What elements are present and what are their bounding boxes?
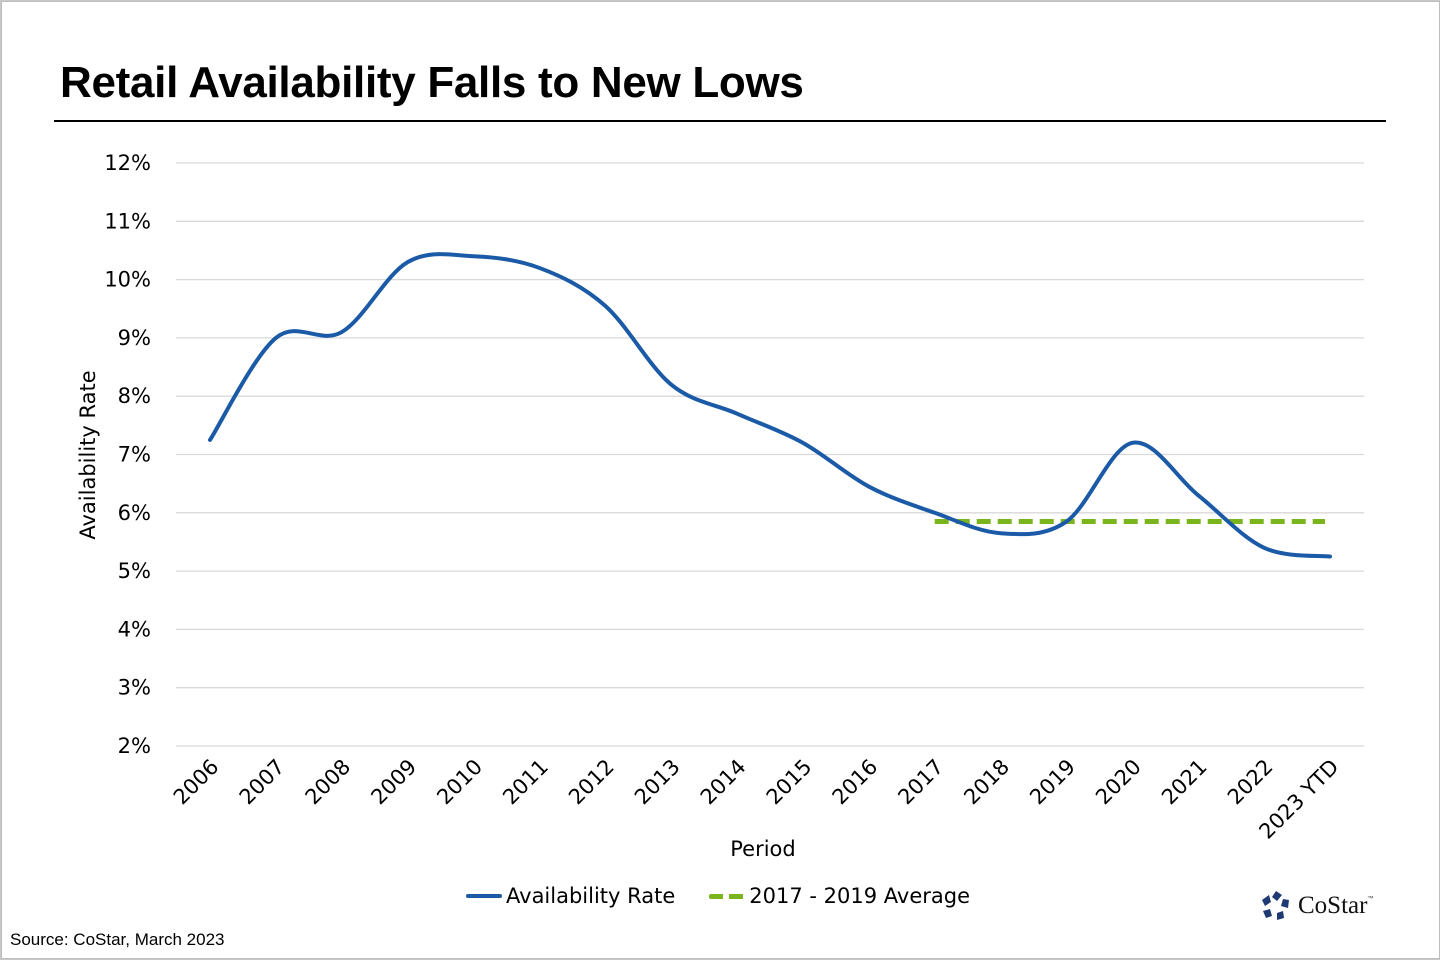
- availability-point-2011: [537, 266, 541, 270]
- x-tick-label: 2015: [762, 755, 817, 810]
- availability-point-2006: [208, 438, 212, 442]
- source-note: Source: CoStar, March 2023: [10, 930, 225, 949]
- y-tick-label: 9%: [118, 326, 151, 350]
- logo-text: CoStar: [1298, 892, 1368, 919]
- x-tick-label: 2008: [301, 755, 356, 810]
- legend-swatch-solid: [466, 894, 502, 898]
- y-tick-label: 3%: [118, 676, 151, 700]
- availability-point-2014: [735, 412, 739, 416]
- x-tick-label: 2022: [1223, 755, 1278, 810]
- title-divider: [54, 120, 1386, 122]
- y-tick-label: 8%: [118, 384, 151, 408]
- availability-point-2012: [603, 304, 607, 308]
- availability-point-2008: [340, 330, 344, 334]
- availability-point-2013: [669, 383, 673, 387]
- y-axis-tick-labels: 2% 3% 4% 5% 6% 7% 8% 9% 10% 11% 12%: [104, 151, 151, 758]
- x-tick-label: 2016: [828, 755, 883, 810]
- x-tick-label: 2010: [432, 755, 487, 810]
- x-tick-label: 2020: [1091, 755, 1146, 810]
- legend-label: Availability Rate: [506, 884, 676, 908]
- chart-title: Retail Availability Falls to New Lows: [60, 58, 804, 107]
- x-tick-label: 2009: [366, 755, 421, 810]
- y-tick-label: 2%: [118, 734, 151, 758]
- availability-point-2015: [801, 441, 805, 445]
- y-tick-label: 4%: [118, 617, 151, 641]
- availability-point-2007: [274, 336, 278, 340]
- y-tick-label: 12%: [104, 151, 151, 175]
- series-layer: [208, 252, 1332, 559]
- availability-point-2022: [1262, 546, 1266, 550]
- availability-point-2016: [867, 485, 871, 489]
- availability-point-2018: [999, 531, 1003, 535]
- legend-item-availability-rate: Availability Rate: [466, 884, 675, 908]
- x-tick-label: 2017: [893, 755, 948, 810]
- costar-star-icon: [1262, 891, 1289, 920]
- y-tick-label: 11%: [104, 209, 151, 233]
- x-tick-label: 2014: [696, 755, 751, 810]
- availability-point-2010: [472, 254, 476, 258]
- y-tick-label: 6%: [118, 501, 151, 525]
- x-tick-label: 2019: [1025, 755, 1080, 810]
- y-axis-title: Availability Rate: [76, 370, 100, 539]
- y-tick-label: 7%: [118, 443, 151, 467]
- availability-point-2023-ytd: [1328, 555, 1332, 559]
- x-tick-label: 2011: [498, 755, 553, 810]
- legend: Availability Rate 2017 - 2019 Average: [466, 880, 970, 912]
- availability-point-2020: [1130, 441, 1134, 445]
- gridlines: [176, 162, 1364, 747]
- x-tick-label: 2021: [1157, 755, 1212, 810]
- x-axis-tick-labels: 2006 2007 2008 2009 2010 2011 2012 2013 2014 2015…: [169, 755, 1344, 844]
- x-tick-label: 2012: [564, 755, 619, 810]
- availability-point-2009: [406, 260, 410, 264]
- y-tick-label: 10%: [104, 268, 151, 292]
- y-tick-label: 5%: [118, 559, 151, 583]
- availability-rate-line: [208, 252, 1332, 559]
- x-tick-label: 2006: [169, 755, 224, 810]
- availability-point-2017: [933, 511, 937, 515]
- availability-point-2019: [1064, 520, 1068, 524]
- legend-item-average: 2017 - 2019 Average: [709, 884, 970, 908]
- x-tick-label: 2013: [630, 755, 685, 810]
- x-tick-label: 2018: [959, 755, 1014, 810]
- logo-trademark: ™: [1367, 896, 1374, 902]
- legend-swatch-dashed: [709, 893, 746, 899]
- costar-logo: CoStar ™: [1260, 890, 1373, 922]
- availability-point-2021: [1196, 493, 1200, 497]
- legend-label: 2017 - 2019 Average: [749, 884, 971, 908]
- x-tick-label: 2007: [235, 755, 290, 810]
- x-axis-title: Period: [730, 837, 795, 861]
